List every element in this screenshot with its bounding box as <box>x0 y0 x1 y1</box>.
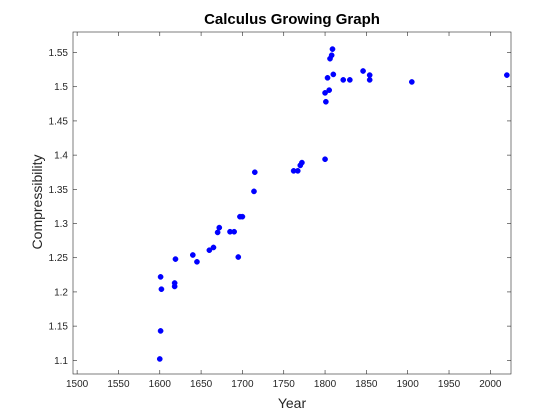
data-point <box>251 169 258 176</box>
y-tick-label: 1.4 <box>54 151 68 162</box>
data-point <box>346 77 353 83</box>
x-axis-label: Year <box>278 395 307 411</box>
data-point <box>366 72 373 78</box>
data-point <box>189 252 196 258</box>
y-tick-label: 1.2 <box>54 287 68 298</box>
x-tick-label: 1600 <box>149 379 172 390</box>
data-point <box>324 74 331 81</box>
y-tick-label: 1.45 <box>49 116 69 127</box>
data-point <box>206 247 213 254</box>
data-point <box>172 256 179 262</box>
data-point <box>408 79 415 85</box>
y-tick-label: 1.3 <box>54 219 68 230</box>
x-tick-label: 2000 <box>479 379 502 390</box>
y-tick-label: 1.15 <box>49 322 69 333</box>
x-tick-label: 1850 <box>355 379 378 390</box>
y-tick-label: 1.55 <box>49 48 69 59</box>
plot-area <box>72 31 512 375</box>
data-point <box>326 87 333 93</box>
data-point <box>194 258 200 265</box>
x-tick-label: 1550 <box>107 379 130 390</box>
data-point <box>322 156 328 163</box>
plot-frame <box>72 31 512 375</box>
data-point <box>322 90 328 96</box>
data-point <box>330 71 337 78</box>
data-point <box>366 77 373 83</box>
x-tick-label: 1800 <box>314 379 337 390</box>
data-point <box>323 98 329 105</box>
data-point <box>299 159 305 166</box>
y-tick-label: 1.35 <box>49 185 69 196</box>
data-point <box>329 46 336 52</box>
axis-ticks: 1500 1550 1600 1650 1700 1750 1800 1850 1900 1950… <box>49 32 511 390</box>
data-point <box>239 213 246 220</box>
y-tick-label: 1.5 <box>54 82 68 93</box>
data-point <box>360 68 366 74</box>
data-point <box>340 77 347 83</box>
x-tick-label: 1900 <box>397 379 420 390</box>
data-point <box>157 328 164 334</box>
data-point <box>171 280 178 286</box>
data-points <box>156 46 510 362</box>
y-tick-label: 1.1 <box>54 356 68 367</box>
data-point <box>231 228 238 235</box>
x-tick-label: 1750 <box>273 379 296 390</box>
data-point <box>504 72 510 78</box>
y-axis-label: Compressibility <box>29 155 45 250</box>
data-point <box>328 52 335 59</box>
data-point <box>156 356 163 362</box>
data-point <box>210 244 217 251</box>
x-tick-label: 1700 <box>231 379 254 390</box>
x-tick-label: 1500 <box>66 379 89 390</box>
x-tick-label: 1650 <box>190 379 213 390</box>
data-point <box>235 254 242 260</box>
data-point <box>214 229 221 236</box>
data-point <box>251 188 257 195</box>
x-tick-label: 1950 <box>438 379 461 390</box>
y-tick-label: 1.25 <box>49 253 69 264</box>
data-point <box>157 274 164 280</box>
data-point <box>216 224 223 231</box>
data-point <box>158 286 165 293</box>
data-point <box>294 168 301 174</box>
chart-title: Calculus Growing Graph <box>204 11 380 28</box>
